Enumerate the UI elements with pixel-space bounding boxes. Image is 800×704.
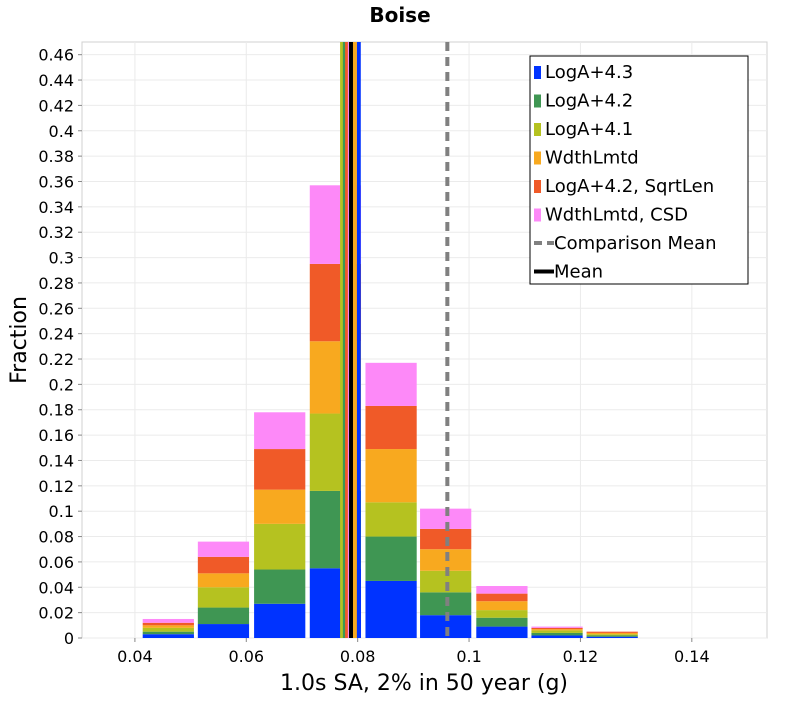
x-tick-label: 0.14: [674, 647, 710, 666]
y-tick-label: 0.26: [38, 299, 74, 318]
bar-segment: [531, 629, 583, 631]
legend-swatch: [534, 66, 541, 79]
bar-segment: [365, 449, 417, 503]
x-axis-label: 1.0s SA, 2% in 50 year (g): [280, 671, 568, 696]
bar-segment: [365, 362, 417, 406]
bar-segment: [476, 593, 528, 602]
bar-segment: [476, 626, 528, 638]
bar-segment: [531, 626, 583, 628]
chart-title: Boise: [369, 3, 430, 27]
bar-segment: [142, 625, 194, 628]
bar-segment: [476, 617, 528, 627]
y-tick-label: 0.1: [49, 502, 74, 521]
y-tick-label: 0.42: [38, 96, 74, 115]
bar-segment: [254, 603, 306, 638]
bar-segment: [254, 449, 306, 490]
bar-segment: [254, 489, 306, 524]
bar-segment: [142, 618, 194, 623]
bar-segment: [420, 615, 472, 638]
x-tick-label: 0.08: [340, 647, 376, 666]
y-tick-label: 0.46: [38, 46, 74, 65]
y-tick-label: 0.16: [38, 426, 74, 445]
bar-segment: [254, 523, 306, 570]
y-tick-label: 0.28: [38, 274, 74, 293]
legend-label: LogA+4.1: [545, 119, 633, 140]
y-tick-label: 0.36: [38, 172, 74, 191]
bar-segment: [142, 627, 194, 632]
legend-label: LogA+4.2, SqrtLen: [545, 176, 714, 197]
bar-segment: [197, 556, 250, 574]
y-tick-label: 0.22: [38, 350, 74, 369]
bar-segment: [142, 622, 194, 626]
y-tick-label: 0.32: [38, 223, 74, 242]
y-tick-label: 0.2: [49, 375, 74, 394]
y-tick-label: 0.02: [38, 604, 74, 623]
y-tick-label: 0.24: [38, 325, 74, 344]
legend-label: WdthLmtd, CSD: [545, 205, 688, 226]
y-tick-label: 0.34: [38, 198, 74, 217]
bar-segment: [476, 601, 528, 611]
y-tick-label: 0.38: [38, 147, 74, 166]
legend: LogA+4.3 LogA+4.2 LogA+4.1 WdthLmtd LogA+4.2…: [529, 55, 749, 285]
legend-swatch: [534, 180, 541, 193]
y-tick-label: 0.44: [38, 71, 74, 90]
bar-segment: [531, 627, 583, 630]
bar-segment: [586, 634, 638, 636]
bar-segment: [197, 624, 250, 638]
y-tick-label: 0.18: [38, 401, 74, 420]
legend-swatch: [534, 208, 541, 222]
legend-swatch: [534, 151, 541, 165]
y-axis-label: Fraction: [7, 296, 32, 384]
bar-segment: [365, 405, 417, 450]
bar-segment: [197, 541, 250, 557]
x-tick-label: 0.12: [563, 647, 599, 666]
legend-swatch: [534, 94, 541, 108]
x-tick-label: 0.06: [228, 647, 264, 666]
y-axis-ticks: 0 0.02 0.04 0.06 0.08 0.1 0.12 0.14 0.16 0.18 0.2 0…: [38, 46, 82, 648]
bar-segment: [531, 630, 583, 633]
y-tick-label: 0.14: [38, 451, 74, 470]
y-tick-label: 0.3: [49, 249, 74, 268]
bar-segment: [476, 610, 528, 618]
y-tick-label: 0.06: [38, 553, 74, 572]
x-axis-ticks: 0.04 0.06 0.08 0.1 0.12 0.14: [117, 638, 710, 666]
y-tick-label: 0.12: [38, 477, 74, 496]
bar-segment: [365, 502, 417, 537]
bar-segment: [420, 508, 472, 529]
mean-lines: [340, 42, 450, 638]
bar-segment: [197, 587, 250, 608]
bar-segment: [197, 573, 250, 588]
legend-box: [529, 55, 749, 285]
x-tick-label: 0.04: [117, 647, 153, 666]
y-tick-label: 0.04: [38, 578, 74, 597]
bar-segment: [142, 631, 194, 635]
bar-segment: [586, 632, 638, 635]
bar-segment: [254, 412, 306, 450]
y-tick-label: 0.4: [49, 122, 74, 141]
legend-label: LogA+4.2: [545, 91, 633, 112]
grid: [82, 42, 767, 639]
legend-label: WdthLmtd: [545, 148, 639, 169]
bar-segment: [586, 631, 638, 633]
legend-label: Mean: [554, 262, 603, 283]
legend-swatch: [534, 123, 541, 136]
legend-label: LogA+4.3: [545, 62, 633, 83]
y-tick-label: 0.08: [38, 528, 74, 547]
bar-segment: [531, 635, 583, 638]
bar-segment: [476, 586, 528, 594]
bar-segment: [197, 607, 250, 625]
bar-segment: [531, 632, 583, 636]
bar-segment: [420, 570, 472, 593]
x-tick-label: 0.1: [456, 647, 481, 666]
bar-segment: [142, 634, 194, 638]
bar-segment: [365, 580, 417, 638]
legend-label: Comparison Mean: [554, 233, 717, 254]
bar-segment: [365, 536, 417, 581]
bar-segment: [254, 569, 306, 604]
y-tick-label: 0: [64, 629, 74, 648]
bar-segment: [586, 635, 638, 637]
bar-segment: [586, 636, 638, 638]
